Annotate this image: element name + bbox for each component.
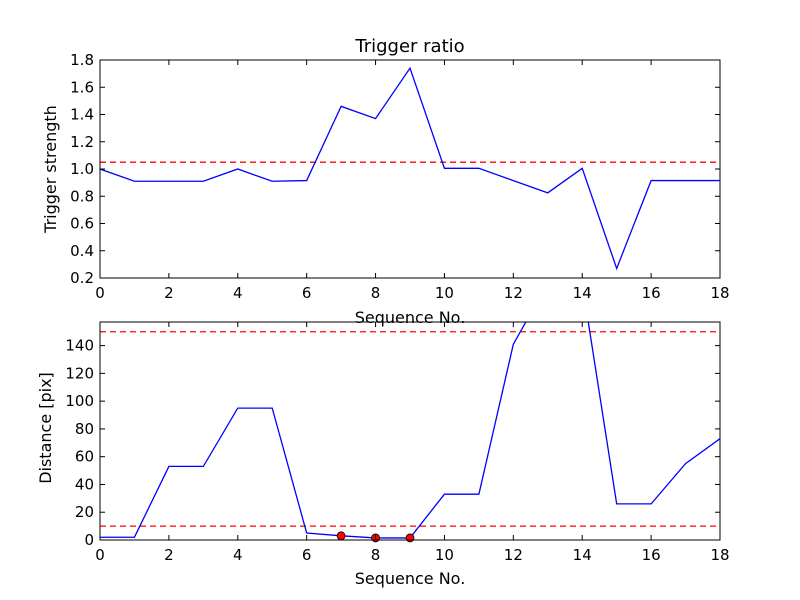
x-tick-label: 2 xyxy=(164,284,174,302)
distance-plot: 0 2 4 6 8 10 12 14 16 18 0 20 40 60 80 100 120 140 Seque… xyxy=(36,321,730,588)
y-tick-label: 1.2 xyxy=(70,133,94,151)
series-group xyxy=(100,66,720,271)
marker-point xyxy=(405,533,415,543)
y-tick-label: 80 xyxy=(75,420,94,438)
x-tick-label: 14 xyxy=(573,546,592,564)
y-tick-label: 1.8 xyxy=(70,51,94,69)
x-tick-label: 16 xyxy=(642,284,661,302)
y-tick-label: 140 xyxy=(65,337,94,355)
x-tick-label: 6 xyxy=(302,284,312,302)
x-tick-label: 8 xyxy=(371,546,381,564)
x-tick-label: 10 xyxy=(435,546,454,564)
y-tick-label: 0 xyxy=(84,531,94,549)
x-tick-label: 8 xyxy=(371,284,381,302)
x-tick-label: 16 xyxy=(642,546,661,564)
series-line-0 xyxy=(100,66,720,271)
y-tick-label: 1.4 xyxy=(70,106,94,124)
y-tick-label: 0.8 xyxy=(70,187,94,205)
marker-point xyxy=(336,531,346,541)
x-tick-label: 10 xyxy=(435,284,454,302)
x-tick-label: 18 xyxy=(710,546,729,564)
x-tick-label: 12 xyxy=(504,546,523,564)
y-tick-label: 0.2 xyxy=(70,269,94,287)
x-tick-label: 12 xyxy=(504,284,523,302)
y-axis-label: Distance [pix] xyxy=(36,372,55,484)
y-tick-label: 20 xyxy=(75,503,94,521)
y-tick-label: 40 xyxy=(75,475,94,493)
y-axis-ticks: 0 20 40 60 80 100 120 140 xyxy=(65,337,720,549)
y-axis-label: Trigger strength xyxy=(41,105,60,234)
x-tick-label: 0 xyxy=(95,284,105,302)
x-tick-label: 18 xyxy=(710,284,729,302)
y-tick-label: 1.0 xyxy=(70,160,94,178)
x-tick-label: 6 xyxy=(302,546,312,564)
x-tick-label: 2 xyxy=(164,546,174,564)
trigger-ratio-plot: Trigger ratio 0 2 4 6 8 10 12 14 16 18 0.20.40.60… xyxy=(41,36,730,327)
x-tick-label: 4 xyxy=(233,284,243,302)
y-tick-label: 120 xyxy=(65,364,94,382)
x-tick-label: 14 xyxy=(573,284,592,302)
y-tick-label: 60 xyxy=(75,448,94,466)
x-axis-label: Sequence No. xyxy=(355,308,466,327)
y-tick-label: 0.6 xyxy=(70,215,94,233)
y-tick-label: 1.6 xyxy=(70,78,94,96)
threshold-lines xyxy=(100,331,720,527)
x-axis-ticks: 0 2 4 6 8 10 12 14 16 18 xyxy=(95,60,730,302)
x-tick-label: 0 xyxy=(95,546,105,564)
y-tick-label: 100 xyxy=(65,392,94,410)
y-tick-label: 0.4 xyxy=(70,242,94,260)
y-axis-ticks: 0.2 0.4 0.6 0.8 1.0 1.2 1.4 1.6 1.8 xyxy=(70,51,720,287)
plot-frame xyxy=(99,321,721,541)
x-axis-ticks: 0 2 4 6 8 10 12 14 16 18 xyxy=(95,322,730,564)
x-axis-label: Sequence No. xyxy=(355,569,466,588)
chart-title: Trigger ratio xyxy=(354,36,464,57)
x-tick-label: 4 xyxy=(233,546,243,564)
